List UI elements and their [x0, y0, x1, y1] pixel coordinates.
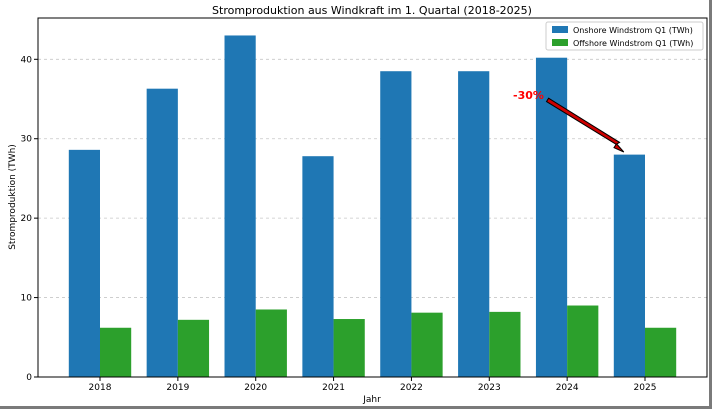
bar-onshore-2021 — [302, 156, 334, 377]
legend-box — [545, 21, 704, 51]
x-tick-label-2020: 2020 — [244, 383, 267, 393]
bar-offshore-2024 — [567, 305, 599, 377]
legend-label-offshore: Offshore Windstrom Q1 (TWh) — [573, 39, 693, 48]
x-tick-label-2023: 2023 — [478, 383, 501, 393]
window-border-bottom — [0, 406, 712, 409]
legend-swatch-onshore — [552, 26, 568, 33]
bar-onshore-2018 — [68, 149, 100, 377]
bar-onshore-2020 — [224, 35, 256, 377]
bar-offshore-2023 — [489, 311, 521, 377]
x-tick-label-2021: 2021 — [322, 383, 345, 393]
x-tick-label-2024: 2024 — [556, 383, 579, 393]
x-axis-ticks: 2018 2019 2020 2021 2022 2023 2024 2025 — [89, 377, 657, 393]
x-tick-label-2018: 2018 — [89, 383, 112, 393]
bar-series — [68, 35, 677, 377]
y-tick-label-30: 30 — [21, 135, 33, 145]
x-tick-label-2019: 2019 — [166, 383, 189, 393]
y-tick-label-20: 20 — [21, 214, 33, 224]
y-axis-label: Stromproduktion (TWh) — [8, 144, 18, 250]
annotation: -30% — [513, 89, 625, 153]
y-gridlines — [38, 58, 707, 298]
annotation-arrow — [545, 97, 625, 153]
chart-title: Stromproduktion aus Windkraft im 1. Quar… — [212, 4, 532, 17]
bar-offshore-2022 — [411, 312, 443, 377]
x-axis-label: Jahr — [362, 395, 381, 405]
y-tick-label-40: 40 — [21, 55, 33, 65]
bar-onshore-2023 — [458, 71, 490, 377]
bar-offshore-2021 — [333, 319, 365, 377]
bar-offshore-2020 — [255, 309, 287, 377]
y-axis-ticks: 0 10 20 30 40 — [21, 55, 38, 383]
bar-offshore-2018 — [100, 327, 132, 377]
plot-area-frame — [37, 17, 708, 378]
bar-offshore-2025 — [645, 327, 677, 377]
y-tick-label-0: 0 — [26, 373, 32, 383]
legend-label-onshore: Onshore Windstrom Q1 (TWh) — [573, 26, 693, 35]
annotation-label: -30% — [513, 89, 544, 102]
legend-swatch-offshore — [552, 39, 568, 46]
bar-onshore-2025 — [613, 154, 645, 377]
legend: Onshore Windstrom Q1 (TWh) Offshore Wind… — [545, 21, 704, 51]
bar-onshore-2019 — [146, 88, 178, 377]
bar-onshore-2024 — [535, 57, 568, 377]
bar-offshore-2019 — [177, 319, 210, 377]
y-tick-label-10: 10 — [21, 294, 33, 304]
window-border-right — [709, 0, 712, 409]
bar-onshore-2022 — [380, 71, 412, 377]
x-tick-label-2025: 2025 — [634, 383, 657, 393]
x-tick-label-2022: 2022 — [400, 383, 423, 393]
